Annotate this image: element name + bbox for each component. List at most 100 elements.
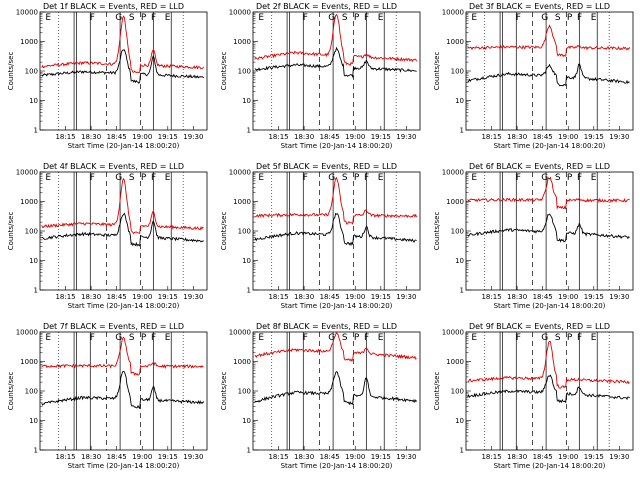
x-tick-label: 18:15: [268, 133, 288, 141]
segment-marker-label: F: [90, 333, 95, 343]
panel-title: Det 6f BLACK = Events, RED = LLD: [469, 162, 610, 171]
x-tick-label: 18:15: [55, 453, 75, 461]
x-tick-label: 18:45: [107, 293, 127, 301]
panel-title: Det 1f BLACK = Events, RED = LLD: [43, 2, 184, 11]
x-tick-label: 18:45: [533, 133, 553, 141]
y-tick-label: 10: [242, 97, 251, 105]
segment-marker-label: F: [303, 13, 308, 23]
panel-det-7: Det 7f BLACK = Events, RED = LLD 1 10 100 10…: [7, 322, 208, 470]
x-tick-label: 19:30: [609, 133, 629, 141]
y-axis-label: Counts/sec: [220, 52, 228, 91]
y-tick-label: 10: [29, 97, 38, 105]
x-tick-label: 19:30: [183, 293, 203, 301]
events-series-line: [467, 213, 630, 243]
x-tick-label: 18:30: [81, 453, 101, 461]
plot-frame: [252, 171, 421, 291]
y-tick-label: 10000: [16, 169, 38, 177]
y-axis-label: Counts/sec: [220, 372, 228, 411]
x-tick-label: 19:30: [183, 133, 203, 141]
y-tick-label: 100: [238, 68, 251, 76]
x-axis-label: Start Time (20-Jan-14 18:00:20): [281, 142, 393, 150]
segment-marker-label: S: [342, 333, 348, 343]
y-axis-label: Counts/sec: [220, 212, 228, 251]
segment-marker-label: F: [151, 333, 156, 343]
x-tick-label: 19:15: [584, 133, 604, 141]
panel-title: Det 8f BLACK = Events, RED = LLD: [256, 322, 397, 331]
x-tick-label: 18:15: [481, 293, 501, 301]
y-tick-label: 1000: [233, 38, 251, 46]
y-tick-label: 1000: [233, 198, 251, 206]
segment-marker-label: E: [471, 333, 477, 343]
segment-marker-label: S: [555, 13, 561, 23]
x-tick-label: 19:00: [345, 133, 365, 141]
lld-series-line: [467, 341, 630, 389]
segment-marker-label: E: [591, 333, 597, 343]
x-tick-label: 18:15: [268, 453, 288, 461]
segment-marker-label: P: [354, 13, 360, 23]
y-tick-label: 100: [451, 388, 464, 396]
panel-det-5: Det 5f BLACK = Events, RED = LLD 1 10 100 10…: [220, 162, 421, 310]
segment-marker-label: P: [141, 333, 147, 343]
events-series-line: [254, 46, 417, 79]
panel-title: Det 5f BLACK = Events, RED = LLD: [256, 162, 397, 171]
plot-frame: [252, 331, 421, 451]
x-tick-label: 19:00: [132, 453, 152, 461]
segment-marker-label: E: [258, 13, 264, 23]
events-series-line: [467, 63, 630, 87]
y-axis-label: Counts/sec: [7, 372, 15, 411]
segment-marker-label: F: [90, 13, 95, 23]
segment-marker-label: S: [342, 173, 348, 183]
x-tick-label: 19:15: [371, 293, 391, 301]
x-tick-label: 19:00: [132, 293, 152, 301]
segment-marker-label: E: [165, 173, 171, 183]
segment-marker-label: P: [141, 173, 147, 183]
y-axis-label: Counts/sec: [433, 372, 441, 411]
x-tick-label: 18:15: [268, 293, 288, 301]
x-tick-label: 18:45: [320, 453, 340, 461]
x-axis-label: Start Time (20-Jan-14 18:00:20): [281, 302, 393, 310]
x-tick-label: 19:15: [371, 133, 391, 141]
lld-series-line: [467, 24, 631, 58]
events-series-line: [254, 371, 417, 406]
segment-marker-label: E: [378, 13, 384, 23]
x-axis-label: Start Time (20-Jan-14 18:00:20): [68, 302, 180, 310]
y-tick-label: 10000: [229, 329, 251, 337]
y-tick-label: 10: [455, 257, 464, 265]
lld-series-line: [41, 336, 204, 376]
segment-marker-label: F: [303, 333, 308, 343]
plot-frame: [39, 331, 208, 451]
segment-marker-label: E: [258, 173, 264, 183]
segment-marker-label: P: [567, 333, 573, 343]
x-tick-label: 18:30: [81, 293, 101, 301]
panel-det-3: Det 3f BLACK = Events, RED = LLD 1 10 100 10…: [433, 2, 634, 150]
segment-marker-label: F: [516, 333, 521, 343]
x-tick-label: 19:30: [396, 453, 416, 461]
x-tick-label: 19:15: [158, 453, 178, 461]
segment-marker-label: G: [115, 173, 122, 183]
segment-marker-label: G: [328, 13, 335, 23]
x-tick-label: 18:30: [81, 133, 101, 141]
x-tick-label: 19:30: [396, 293, 416, 301]
x-tick-label: 19:30: [609, 453, 629, 461]
segment-marker-label: G: [541, 333, 548, 343]
x-axis-label: Start Time (20-Jan-14 18:00:20): [281, 462, 393, 470]
x-tick-label: 19:00: [345, 453, 365, 461]
y-tick-label: 10: [29, 417, 38, 425]
panel-det-6: Det 6f BLACK = Events, RED = LLD 1 10 100 10…: [433, 162, 634, 310]
x-tick-label: 18:45: [107, 453, 127, 461]
lld-series-line: [467, 176, 630, 210]
y-tick-label: 10: [242, 257, 251, 265]
segment-marker-label: F: [516, 13, 521, 23]
x-tick-label: 19:00: [558, 453, 578, 461]
segment-marker-label: S: [129, 13, 135, 23]
y-tick-label: 1000: [446, 198, 464, 206]
segment-marker-label: F: [303, 173, 308, 183]
plot-frame: [465, 331, 634, 451]
y-tick-label: 10: [242, 417, 251, 425]
segment-marker-label: G: [328, 173, 335, 183]
x-tick-label: 19:30: [396, 133, 416, 141]
y-tick-label: 1000: [446, 38, 464, 46]
segment-marker-label: E: [45, 333, 51, 343]
x-tick-label: 19:15: [158, 133, 178, 141]
